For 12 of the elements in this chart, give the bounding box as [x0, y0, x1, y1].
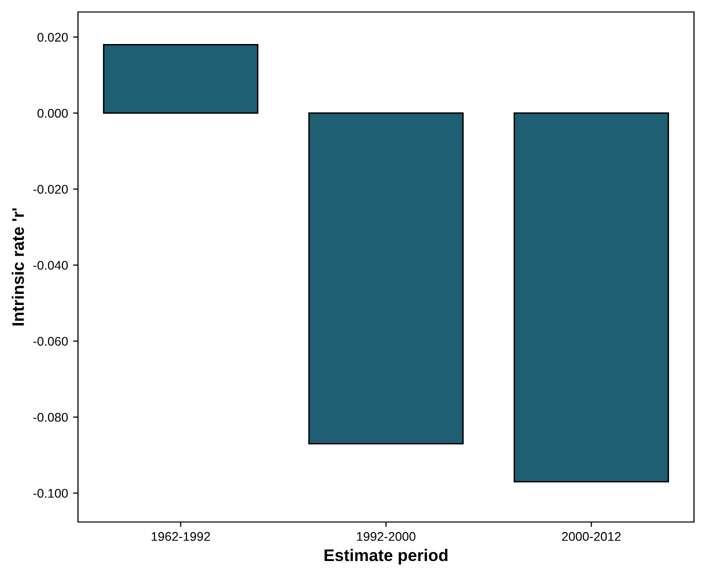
x-tick-label: 1962-1992	[152, 532, 210, 541]
y-axis-title: Intrinsic rate 'r'	[12, 208, 24, 326]
y-tick-label: -0.020	[33, 184, 68, 194]
y-tick-label: -0.040	[33, 260, 68, 270]
y-tick-label: -0.100	[33, 488, 68, 498]
x-axis-title: Estimate period	[324, 548, 448, 564]
x-tick-label: 1992-2000	[357, 532, 416, 541]
y-tick-label: -0.060	[33, 336, 68, 346]
y-tick-label: 0.020	[37, 32, 68, 42]
y-tick-label: 0.000	[37, 108, 68, 118]
x-tick-label: 2000-2012	[562, 532, 621, 541]
y-tick-label: -0.080	[33, 412, 68, 422]
